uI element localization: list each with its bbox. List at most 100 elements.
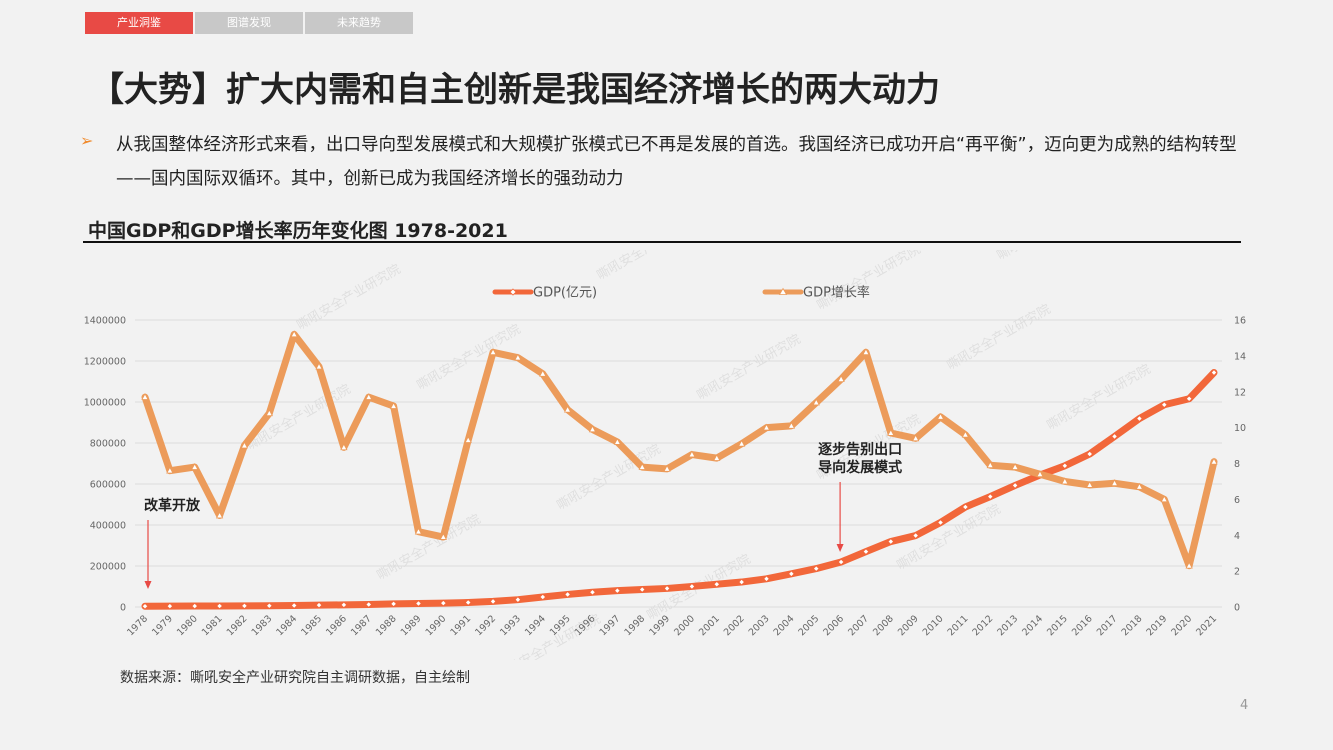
growth-point <box>365 393 373 400</box>
gdp-point <box>166 602 174 610</box>
legend-item: GDP(亿元) <box>492 286 597 301</box>
chart-title-rule <box>83 241 1241 243</box>
gdp-point <box>539 593 547 601</box>
gdp-point <box>1086 450 1094 458</box>
gdp-point <box>141 602 149 610</box>
growth-point <box>290 330 298 338</box>
x-tick-label: 1982 <box>225 613 250 638</box>
growth-point <box>1210 457 1218 465</box>
legend-marker <box>778 287 788 295</box>
y-right-tick-label: 2 <box>1234 567 1240 578</box>
gdp-point <box>340 601 348 609</box>
x-tick-label: 1984 <box>274 613 299 638</box>
x-tick-label: 2014 <box>1020 613 1045 638</box>
growth-point <box>1160 495 1168 503</box>
x-tick-label: 2017 <box>1095 613 1120 638</box>
gdp-point <box>613 587 621 595</box>
gdp-point <box>663 585 671 592</box>
tab-graph-discovery[interactable]: 图谱发现 <box>195 12 303 34</box>
series-line-gdp <box>141 369 1218 610</box>
gdp-point <box>489 598 497 605</box>
tab-industry-insight[interactable]: 产业洞鉴 <box>85 12 193 34</box>
gdp-point <box>464 599 472 606</box>
gdp-point <box>986 493 994 500</box>
legend-item: GDP增长率 <box>762 285 870 301</box>
gdp-point <box>315 601 323 609</box>
growth-point <box>389 402 398 409</box>
x-tick-label: 2015 <box>1045 613 1070 638</box>
y-right-tick-label: 12 <box>1234 387 1246 398</box>
gdp-point <box>241 602 248 610</box>
gdp-point <box>390 600 397 608</box>
description-text: 从我国整体经济形式来看，出口导向型发展模式和大规模扩张模式已不再是发展的首选。我… <box>116 135 1237 189</box>
growth-point <box>1185 561 1193 569</box>
gdp-point <box>1061 462 1069 470</box>
y-right-tick-label: 0 <box>1234 603 1240 614</box>
gdp-point <box>265 602 273 610</box>
gdp-point <box>763 575 770 583</box>
x-tick-label: 1987 <box>349 613 374 638</box>
gdp-point <box>937 519 944 526</box>
growth-point <box>1011 463 1019 470</box>
x-tick-label: 1991 <box>448 613 473 638</box>
growth-point <box>439 532 447 540</box>
x-tick-label: 2004 <box>772 613 797 638</box>
annotation-export-shift-line1: 逐步告别出口 <box>818 441 902 458</box>
growth-point <box>1061 477 1069 485</box>
x-tick-label: 2011 <box>946 613 971 638</box>
x-tick-label: 2007 <box>846 613 871 638</box>
growth-point <box>514 353 522 361</box>
x-tick-label: 2013 <box>995 613 1020 638</box>
gdp-point <box>788 570 795 578</box>
tab-future-trends[interactable]: 未来趋势 <box>305 12 413 34</box>
growth-point <box>613 437 622 445</box>
growth-point <box>563 405 572 413</box>
x-tick-label: 1990 <box>424 613 449 638</box>
growth-point <box>961 430 970 438</box>
watermark-text: 嘶吼安全产业研究院 <box>374 511 483 583</box>
growth-point <box>141 393 149 400</box>
gdp-point <box>962 503 969 511</box>
y-left-tick-label: 1200000 <box>84 357 126 368</box>
x-tick-label: 1979 <box>150 613 175 638</box>
growth-point <box>539 369 547 377</box>
gdp-point <box>564 591 571 598</box>
y-right-tick-label: 14 <box>1234 351 1246 362</box>
gdp-point <box>1185 395 1193 403</box>
x-tick-label: 2001 <box>697 613 722 638</box>
x-tick-label: 2008 <box>871 613 896 638</box>
watermark-text: 嘶吼安全产业研究院 <box>294 261 403 333</box>
gdp-point <box>862 548 870 555</box>
gdp-point <box>1160 401 1168 409</box>
x-tick-label: 2000 <box>672 613 697 638</box>
watermark-text: 嘶吼安全产业研究院 <box>594 250 703 283</box>
gdp-point <box>1136 415 1143 422</box>
growth-point <box>663 464 671 472</box>
gdp-point <box>514 596 522 604</box>
x-tick-label: 2016 <box>1070 613 1095 638</box>
growth-point <box>887 428 895 436</box>
growth-point <box>1110 479 1119 487</box>
growth-point <box>464 436 472 443</box>
y-right-tick-label: 6 <box>1234 495 1240 506</box>
legend-label: GDP增长率 <box>803 285 870 301</box>
growth-point <box>837 375 845 382</box>
chart-title: 中国GDP和GDP增长率历年变化图 1978-2021 <box>88 220 508 242</box>
y-left-tick-label: 400000 <box>90 521 126 532</box>
gdp-point <box>1011 482 1019 489</box>
x-tick-label: 1983 <box>250 613 275 638</box>
watermark-text: 嘶吼安全产业研究院 <box>554 441 663 513</box>
y-right-tick-label: 16 <box>1234 316 1246 327</box>
gdp-point <box>1210 369 1218 376</box>
growth-point <box>713 454 721 461</box>
y-left-tick-label: 0 <box>120 603 126 614</box>
watermark-text: 嘶吼安全产业研究院 <box>694 331 803 403</box>
x-tick-label: 1992 <box>473 613 498 638</box>
growth-point <box>862 348 870 356</box>
x-tick-label: 1998 <box>622 613 647 638</box>
y-left-tick-label: 1000000 <box>84 398 126 409</box>
annotation-arrowhead <box>836 544 844 552</box>
gdp-point <box>1111 433 1118 440</box>
legend-label: GDP(亿元) <box>533 286 597 301</box>
